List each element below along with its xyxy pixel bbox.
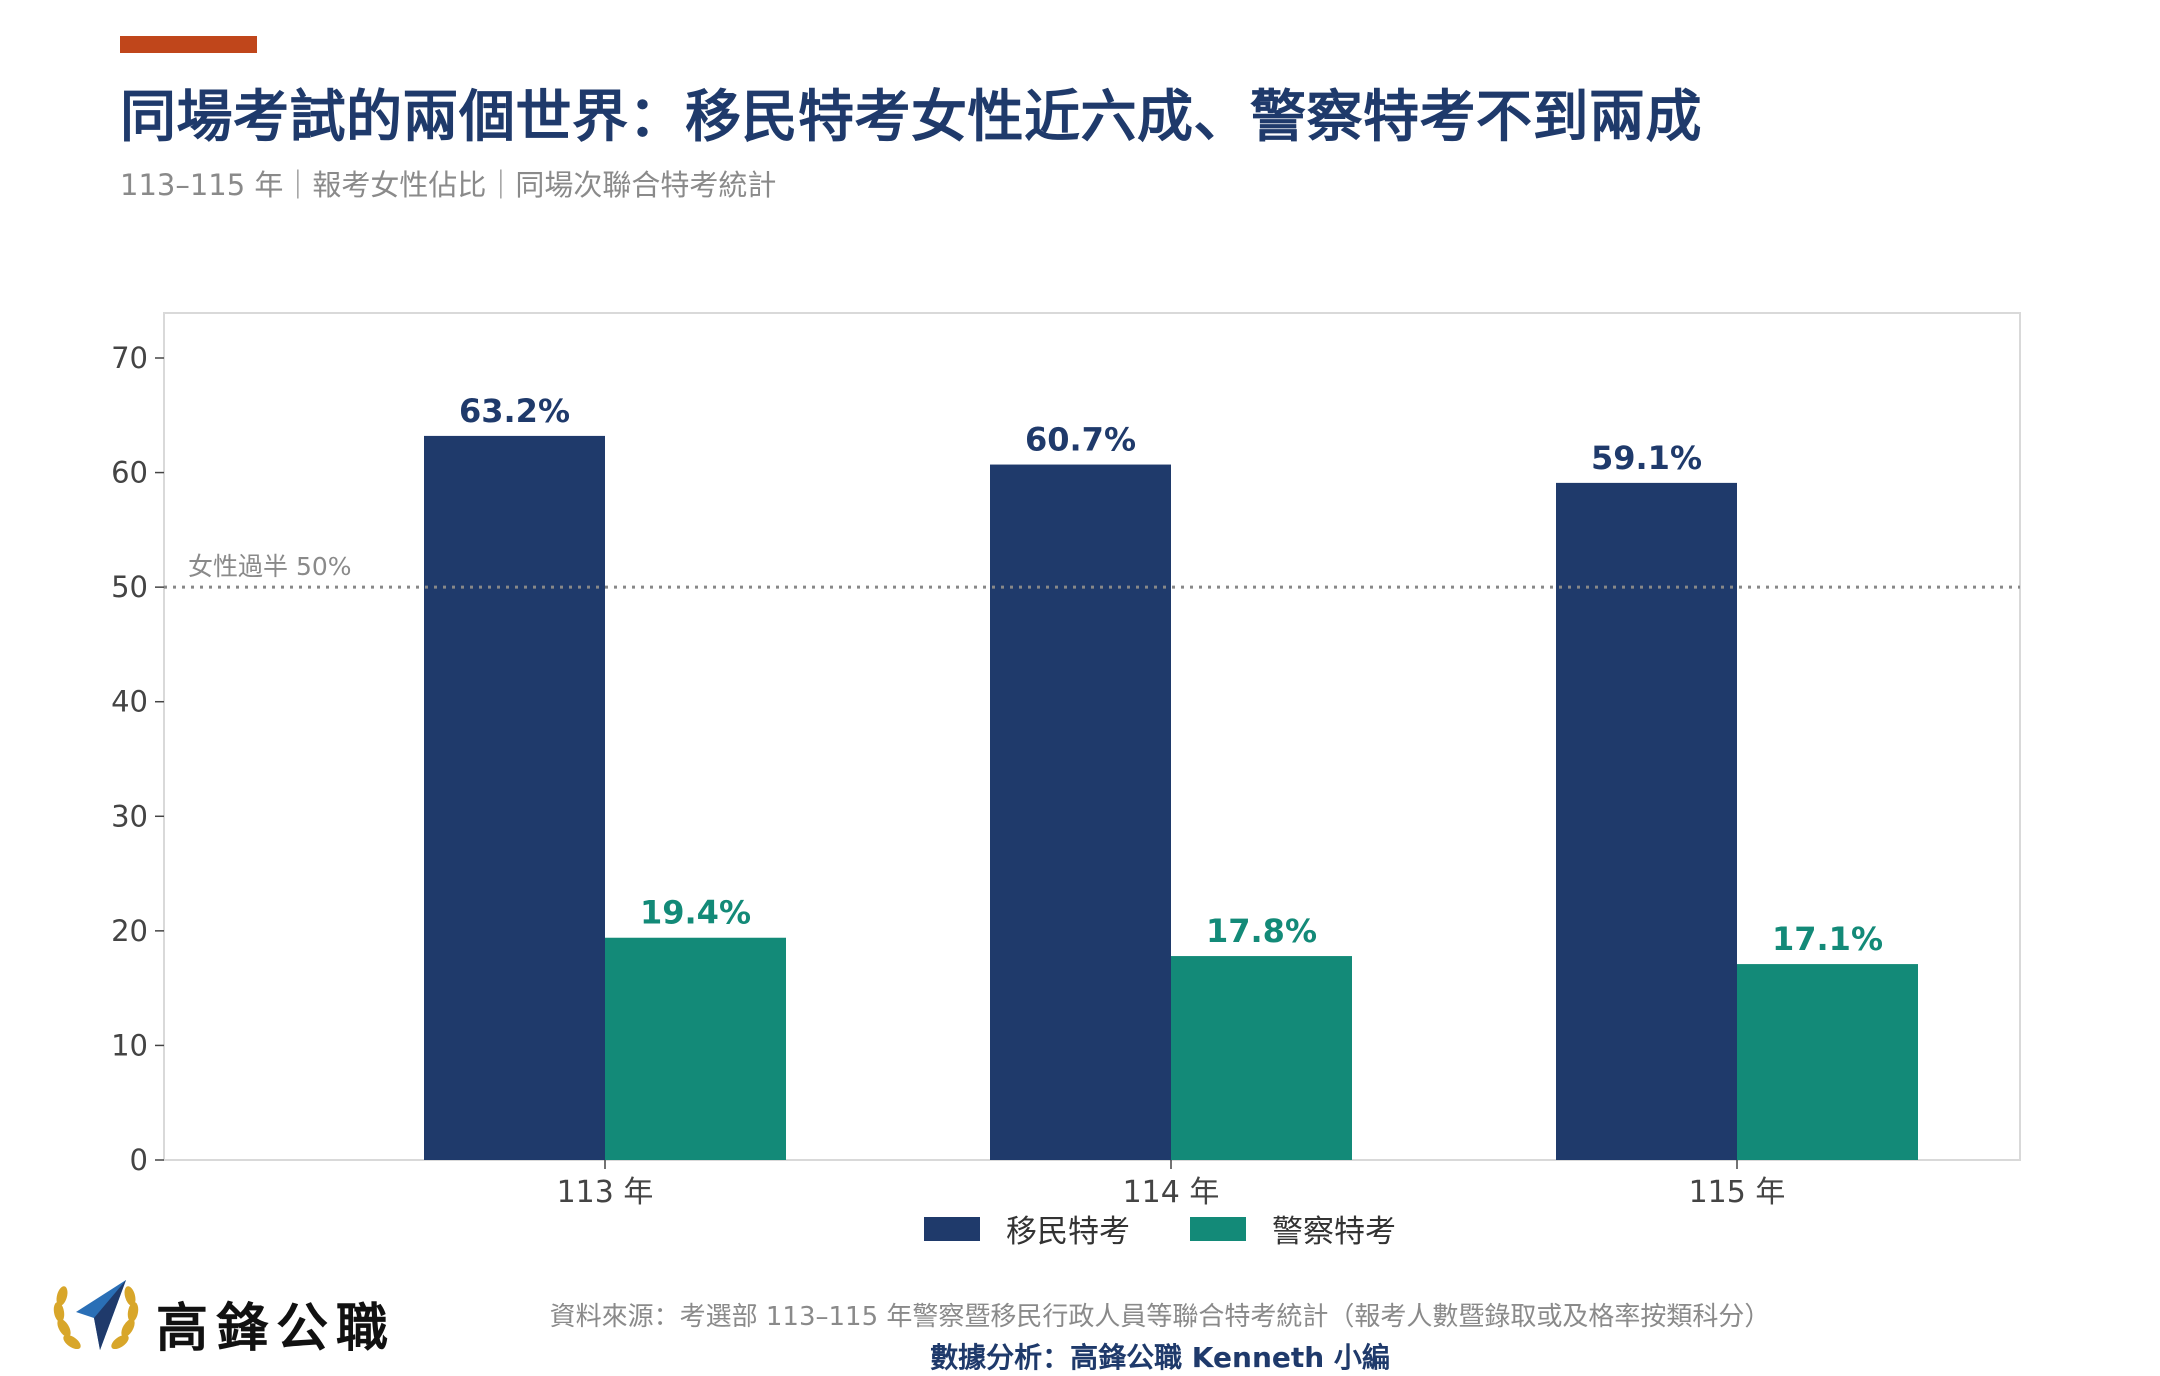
y-tick-label: 10 xyxy=(111,1028,148,1062)
data-label: 60.7% xyxy=(1025,421,1136,459)
legend-label-police: 警察特考 xyxy=(1272,1214,1396,1250)
chart-legend: 移民特考 警察特考 xyxy=(0,1206,2160,1251)
data-label: 17.1% xyxy=(1772,920,1883,958)
chart-title: 同場考試的兩個世界：移民特考女性近六成、警察特考不到兩成 xyxy=(120,85,1702,150)
data-source-note: 資料來源：考選部 113–115 年警察暨移民行政人員等聯合特考統計（報考人數暨… xyxy=(549,1302,1771,1332)
legend-item-police: 警察特考 xyxy=(1190,1206,1396,1251)
reference-line-label: 女性過半 50% xyxy=(188,552,352,581)
y-tick-label: 70 xyxy=(111,341,148,375)
bar-immigration xyxy=(424,435,605,1160)
title-accent-bar xyxy=(120,36,257,53)
analysis-credit: 數據分析：高鋒公職 Kenneth 小編 xyxy=(930,1341,1390,1374)
bar-police xyxy=(1171,956,1352,1160)
bar-immigration xyxy=(990,464,1171,1161)
y-tick-label: 40 xyxy=(111,685,148,719)
y-tick-label: 50 xyxy=(111,570,148,604)
bar-immigration xyxy=(1556,482,1737,1161)
legend-label-immigration: 移民特考 xyxy=(1006,1214,1130,1250)
legend-item-immigration: 移民特考 xyxy=(924,1206,1130,1251)
x-tick-label: 113 年 xyxy=(557,1175,654,1210)
y-tick-label: 60 xyxy=(111,456,148,490)
y-tick-label: 0 xyxy=(130,1143,148,1177)
legend-swatch-police xyxy=(1190,1216,1246,1241)
y-tick-label: 20 xyxy=(111,914,148,948)
x-tick-label: 114 年 xyxy=(1123,1175,1220,1210)
chart-subtitle: 113–115 年｜報考女性佔比｜同場次聯合特考統計 xyxy=(120,168,777,202)
y-tick-label: 30 xyxy=(111,799,148,833)
laurel-arrow-icon xyxy=(53,1280,139,1350)
legend-swatch-immigration xyxy=(924,1216,980,1241)
bar-police xyxy=(605,937,786,1160)
data-label: 17.8% xyxy=(1206,912,1317,950)
bar-police xyxy=(1737,964,1918,1160)
brand-name: 高鋒公職 xyxy=(156,1299,397,1359)
data-label: 59.1% xyxy=(1591,439,1702,477)
data-label: 19.4% xyxy=(640,894,751,932)
brand-logo: 高鋒公職 xyxy=(48,1268,408,1364)
data-label: 63.2% xyxy=(459,392,570,430)
x-tick-label: 115 年 xyxy=(1689,1175,1786,1210)
